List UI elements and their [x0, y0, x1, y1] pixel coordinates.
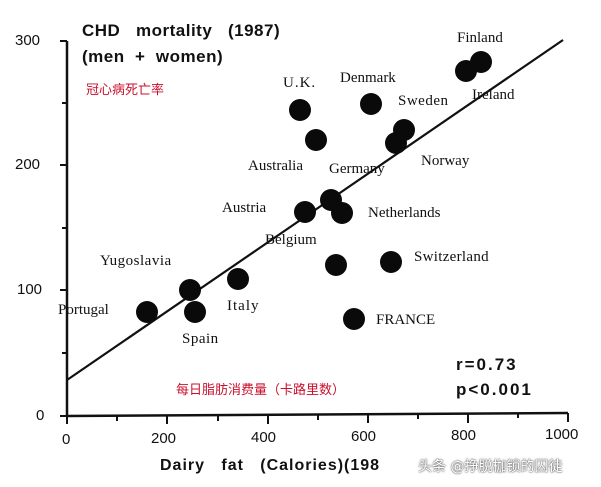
label-spain: Spain	[182, 331, 219, 347]
point-portugal	[136, 301, 158, 323]
label-uk: U.K.	[283, 75, 317, 91]
y-tick-0: 0	[36, 407, 45, 424]
data-points	[136, 51, 492, 330]
point-ireland	[455, 60, 477, 82]
x-tick-0: 0	[62, 431, 71, 448]
point-australia	[305, 129, 327, 151]
x-tick-600: 600	[351, 428, 377, 445]
label-finland: Finland	[457, 30, 503, 46]
point-italy	[227, 268, 249, 290]
point-spain	[184, 301, 206, 323]
x-tick-800: 800	[451, 427, 477, 444]
y-tick-300: 300	[15, 32, 41, 49]
label-denmark: Denmark	[340, 70, 396, 86]
point-netherlands	[331, 202, 353, 224]
y-ticks	[60, 40, 67, 417]
label-netherlands: Netherlands	[368, 205, 441, 221]
point-denmark	[360, 93, 382, 115]
x-axis-label-cn: 每日脂肪消费量（卡路里数）	[176, 383, 346, 398]
label-yugoslavia: Yugoslavia	[100, 253, 172, 269]
y-tick-200: 200	[15, 156, 41, 173]
label-ireland: Ireland	[472, 87, 515, 103]
point-belgium	[325, 254, 347, 276]
label-norway: Norway	[421, 153, 470, 169]
x-tick-1000: 1000	[545, 426, 579, 443]
x-axis	[65, 411, 569, 418]
label-sweden: Sweden	[398, 93, 449, 109]
x-ticks	[66, 413, 569, 424]
point-france	[343, 308, 365, 330]
point-uk	[289, 99, 311, 121]
label-belgium: Belgium	[265, 232, 317, 248]
chart-subtitle: (men + women)	[82, 47, 224, 66]
point-yugoslavia	[179, 279, 201, 301]
x-tick-200: 200	[151, 430, 177, 447]
label-switzerland: Switzerland	[414, 249, 489, 265]
label-austria: Austria	[222, 200, 267, 216]
point-austria	[294, 201, 316, 223]
point-switzerland	[380, 251, 402, 273]
x-tick-400: 400	[251, 429, 277, 446]
p-value: p<0.001	[456, 380, 533, 399]
chart-title-cn: 冠心病死亡率	[86, 83, 165, 98]
label-australia: Australia	[248, 158, 303, 174]
label-france: FRANCE	[376, 312, 436, 328]
chart-title: CHD mortality (1987)	[82, 21, 281, 40]
label-portugal: Portugal	[58, 302, 109, 318]
label-germany: Germany	[329, 161, 385, 177]
watermark: 头条 @挣脱枷锁的囚徒	[418, 459, 563, 475]
point-norway	[385, 132, 407, 154]
x-axis-label: Dairy fat (Calories)(198	[160, 457, 381, 474]
label-italy: Italy	[227, 298, 260, 314]
r-value: r=0.73	[456, 355, 518, 374]
y-tick-100: 100	[17, 281, 43, 298]
